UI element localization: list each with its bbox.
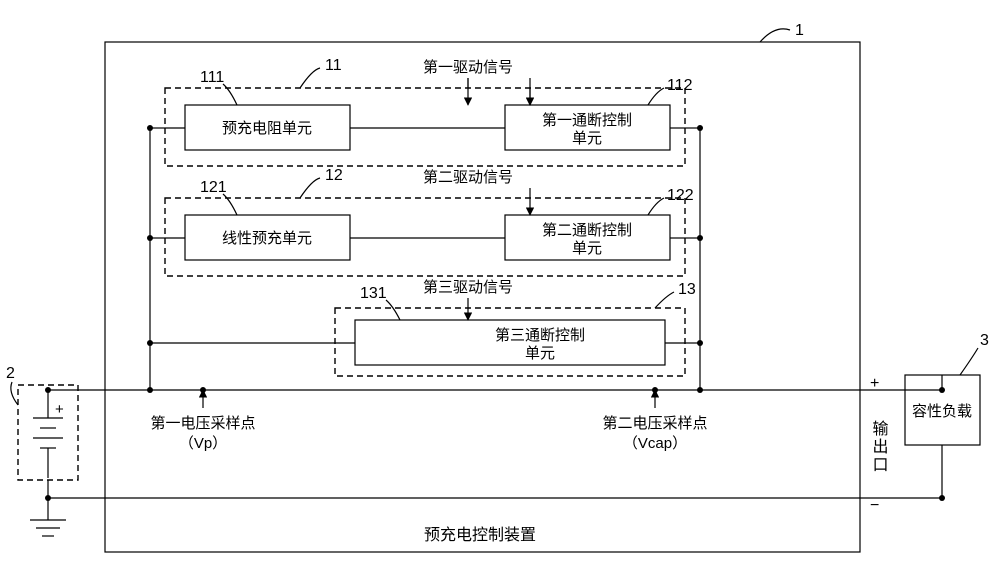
battery-plus: + bbox=[55, 401, 64, 418]
drive2-label: 第二驱动信号 bbox=[423, 168, 513, 186]
leader-12 bbox=[300, 178, 320, 198]
leader-121 bbox=[223, 194, 237, 215]
plus-terminal: + bbox=[870, 375, 879, 392]
ref-3: 3 bbox=[980, 332, 989, 349]
vcap-name: 第二电压采样点 bbox=[602, 414, 707, 432]
device-container bbox=[105, 42, 860, 552]
ref-13: 13 bbox=[678, 281, 696, 298]
leader-13 bbox=[655, 292, 674, 308]
ref-111: 111 bbox=[200, 69, 224, 86]
ref-131: 131 bbox=[360, 285, 387, 302]
leader-1 bbox=[760, 29, 790, 42]
block-121-label: 线性预充单元 bbox=[222, 230, 312, 247]
leader-122 bbox=[648, 198, 664, 215]
ref-112: 112 bbox=[667, 77, 693, 94]
leader-2 bbox=[11, 382, 18, 405]
leader-11 bbox=[300, 68, 320, 88]
ref-121: 121 bbox=[200, 179, 227, 196]
ref-12: 12 bbox=[325, 167, 343, 184]
ref-11: 11 bbox=[325, 57, 342, 74]
source-group: + bbox=[18, 385, 78, 480]
output-port-label: 输出口 bbox=[870, 420, 889, 474]
ref-1: 1 bbox=[795, 22, 804, 39]
ref-122: 122 bbox=[667, 187, 694, 204]
vp-sym: （Vp） bbox=[179, 435, 227, 452]
leader-111 bbox=[223, 84, 237, 105]
block-112-label-a: 第一通断控制 bbox=[542, 111, 632, 129]
minus-terminal: − bbox=[870, 497, 879, 514]
leader-131 bbox=[386, 300, 400, 320]
load-label: 容性负载 bbox=[912, 403, 972, 420]
ref-2: 2 bbox=[6, 365, 15, 382]
block-111-label: 预充电阻单元 bbox=[222, 120, 312, 137]
vp-name: 第一电压采样点 bbox=[150, 414, 255, 432]
diagram-root: 预充电控制装置 1 + 2 容性负载 3 + − 输出口 第一电压采样点 （ bbox=[0, 0, 1000, 588]
drive1-label: 第一驱动信号 bbox=[423, 58, 513, 76]
block-131-label-a: 第三通断控制 bbox=[495, 326, 585, 344]
vcap-sym: （Vcap） bbox=[623, 435, 687, 452]
device-title: 预充电控制装置 bbox=[424, 526, 536, 544]
leader-3 bbox=[960, 348, 978, 375]
block-131-label-b: 单元 bbox=[525, 345, 555, 362]
block-122-label-b: 单元 bbox=[572, 240, 602, 257]
block-122-label-a: 第二通断控制 bbox=[542, 221, 632, 239]
drive3-label: 第三驱动信号 bbox=[423, 278, 513, 296]
leader-112 bbox=[648, 88, 664, 105]
block-112-label-b: 单元 bbox=[572, 130, 602, 147]
